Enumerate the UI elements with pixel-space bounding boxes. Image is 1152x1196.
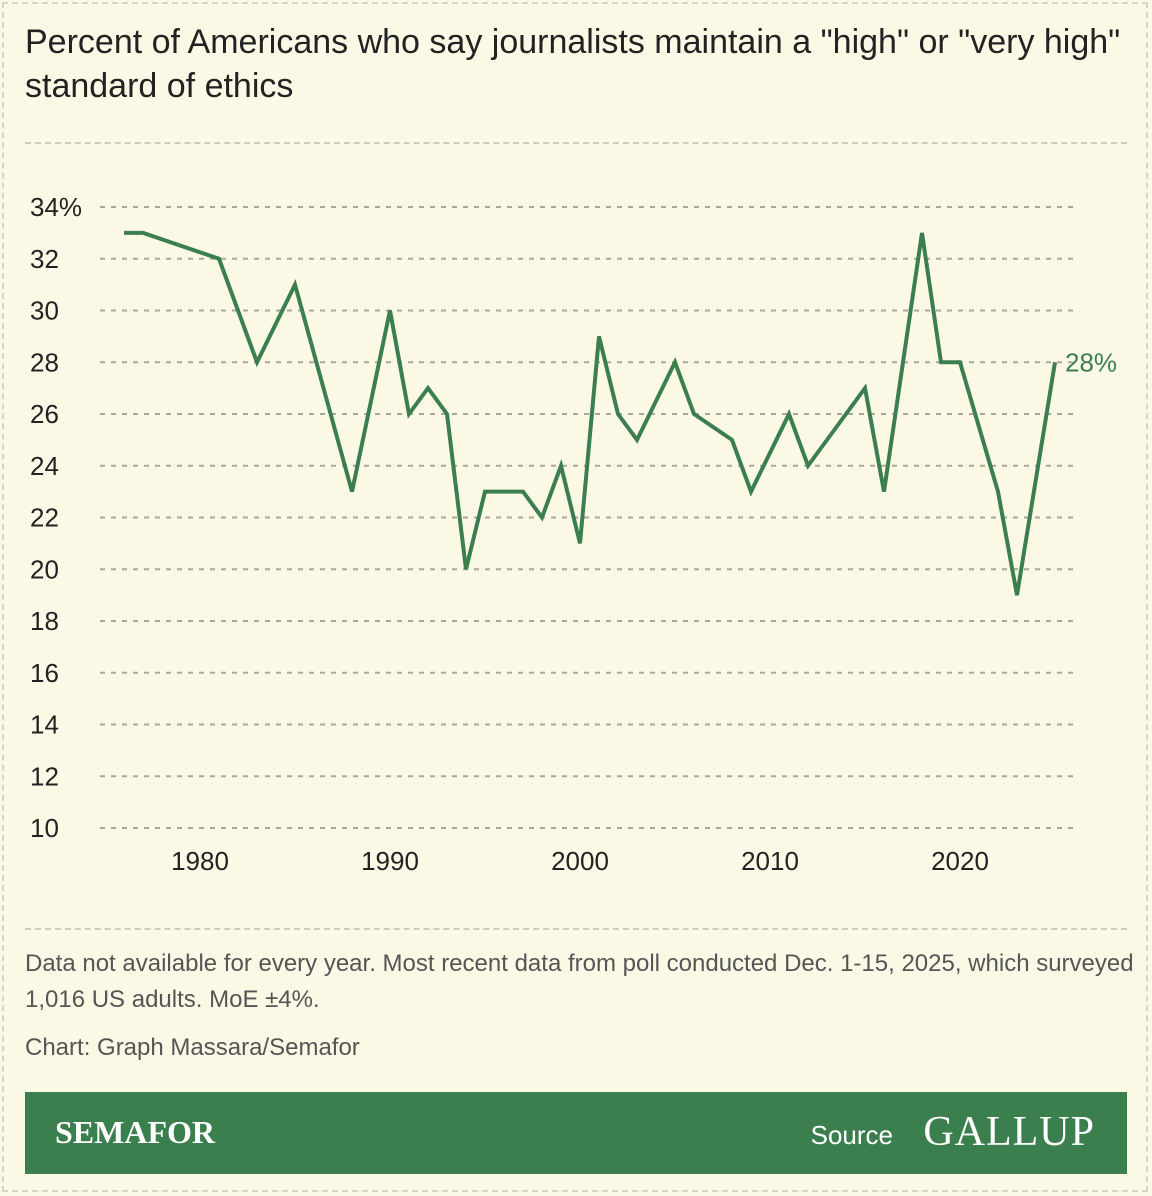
y-tick-label: 18	[30, 606, 59, 636]
y-tick-label: 22	[30, 503, 59, 533]
chart-title: Percent of Americans who say journalists…	[25, 23, 1121, 105]
y-tick-label: 20	[30, 554, 59, 584]
divider	[25, 928, 1127, 930]
gallup-logo: GALLUP	[923, 1109, 1095, 1155]
y-tick-label: 32	[30, 244, 59, 274]
chart-credit: Chart: Graph Massara/Semafor	[25, 1034, 360, 1061]
y-tick-label: 30	[30, 296, 59, 326]
y-tick-label: 10	[30, 813, 59, 843]
chart-note: Data not available for every year. Most …	[25, 950, 1134, 1013]
source-label: Source	[810, 1120, 893, 1150]
x-tick-label: 2020	[931, 846, 989, 876]
x-tick-label: 1980	[171, 846, 229, 876]
x-tick-label: 1990	[361, 846, 419, 876]
footer-band: SEMAFOR Source GALLUP	[25, 1092, 1127, 1174]
x-tick-label: 2000	[551, 846, 609, 876]
divider	[25, 142, 1127, 144]
y-tick-label: 28	[30, 347, 59, 377]
y-tick-label: 34%	[30, 192, 82, 222]
data-line	[124, 230, 1057, 596]
end-value-label: 28%	[1065, 347, 1117, 377]
semafor-logo: SEMAFOR	[55, 1114, 215, 1150]
y-tick-label: 14	[30, 710, 59, 740]
y-tick-label: 12	[30, 761, 59, 791]
y-tick-label: 16	[30, 658, 59, 688]
x-tick-label: 2010	[741, 846, 799, 876]
y-tick-label: 24	[30, 451, 59, 481]
y-tick-label: 26	[30, 399, 59, 429]
line-chart: 34% 32 30 28 26 24 22 20 18 16 14 12 10 1980 1990 2000 2…	[30, 192, 1117, 876]
